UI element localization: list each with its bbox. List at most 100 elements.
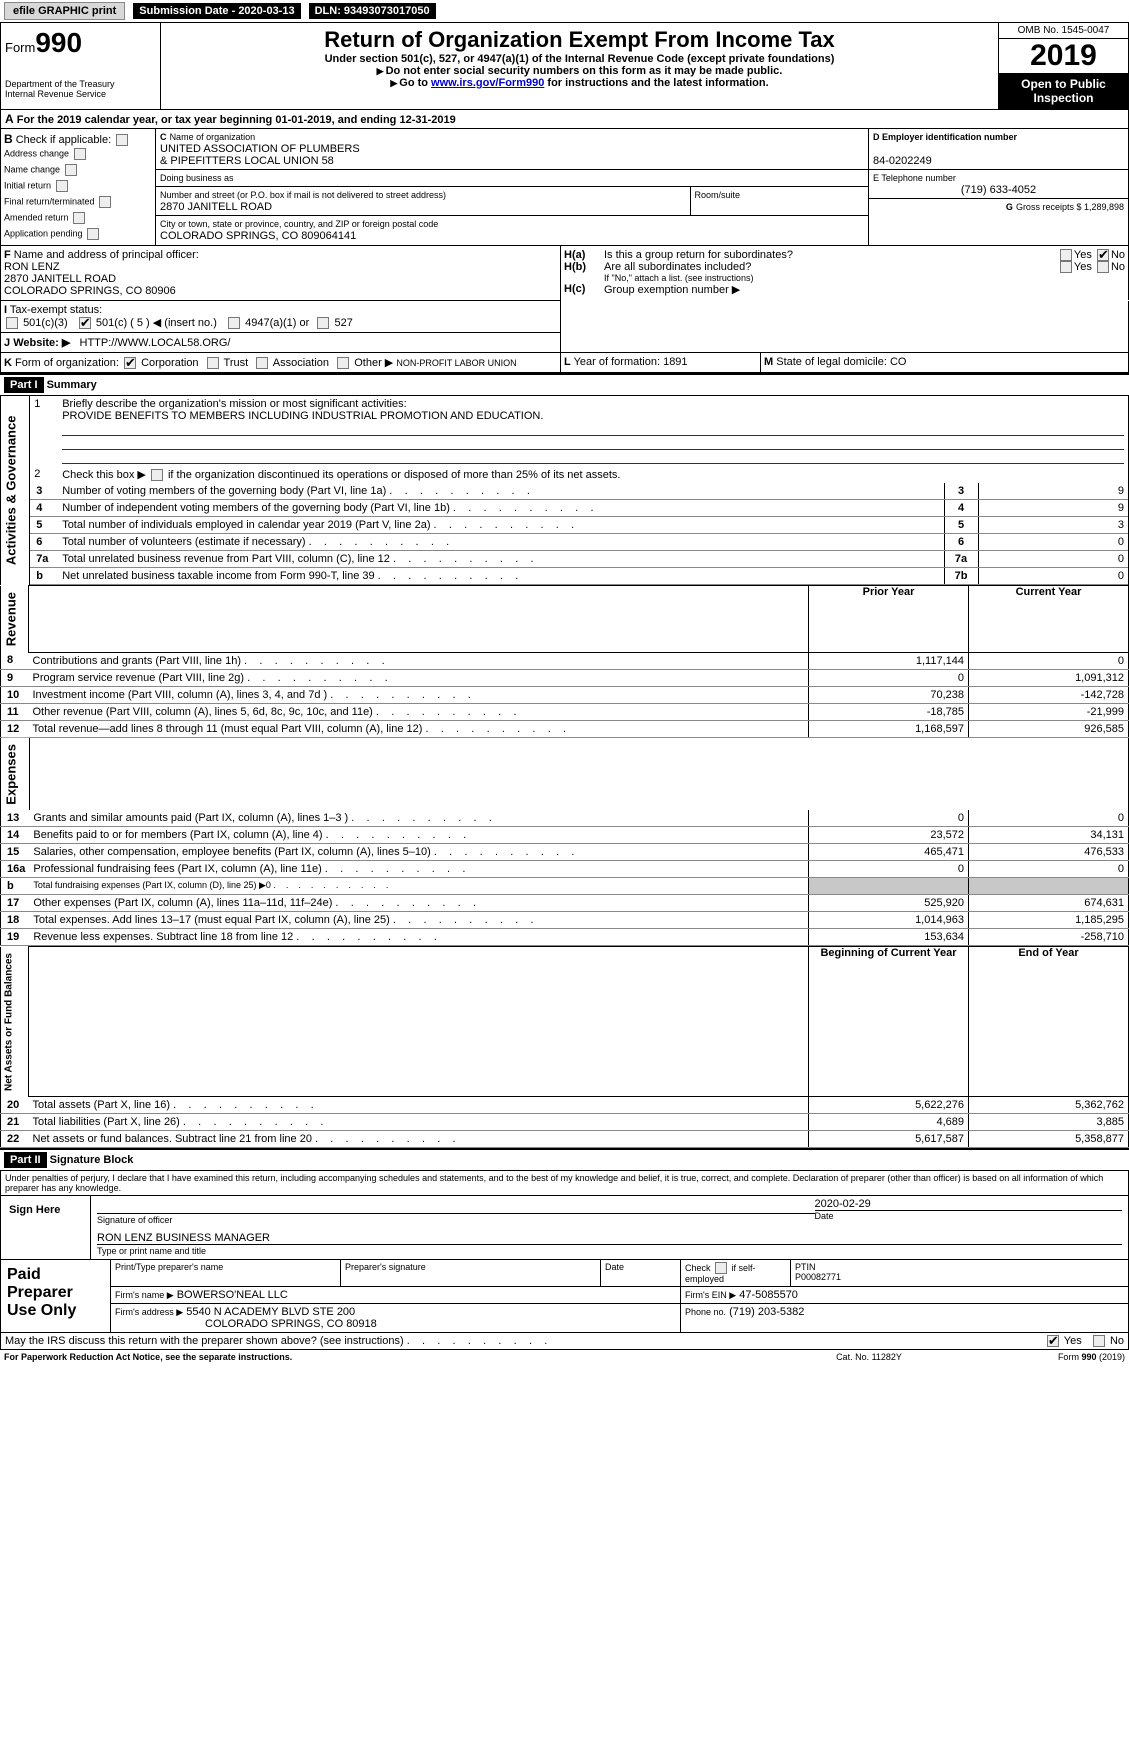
date-label: Date <box>815 1210 1123 1221</box>
state-domicile: State of legal domicile: CO <box>776 356 906 368</box>
cb-assoc[interactable] <box>256 357 268 369</box>
cb-item[interactable] <box>65 164 77 176</box>
phone-value: (719) 633-4052 <box>873 184 1124 196</box>
cal-pre: For the 2019 calendar year, or tax year … <box>17 114 276 126</box>
opt-assoc: Association <box>273 357 329 369</box>
col-end: End of Year <box>969 947 1129 1097</box>
financial-row: 13 Grants and similar amounts paid (Part… <box>1 810 1129 827</box>
hb-yes: Yes <box>1074 261 1092 273</box>
dln-number: DLN: 93493073017050 <box>309 3 436 19</box>
sign-here-label: Sign Here <box>1 1196 91 1260</box>
form-number: 990 <box>35 27 82 58</box>
form-footer: Form 990 (2019) <box>1058 1352 1125 1362</box>
summary-row: 7a Total unrelated business revenue from… <box>30 551 1128 568</box>
paid-preparer-label: Paid Preparer Use Only <box>1 1260 111 1333</box>
firm-ein-label: Firm's EIN ▶ <box>685 1290 736 1300</box>
pra-notice: For Paperwork Reduction Act Notice, see … <box>0 1350 769 1364</box>
city-value: COLORADO SPRINGS, CO 809064141 <box>160 230 356 242</box>
financial-row: 12 Total revenue—add lines 8 through 11 … <box>1 720 1129 737</box>
opt-4947: 4947(a)(1) or <box>245 317 309 329</box>
financial-row: 22 Net assets or fund balances. Subtract… <box>1 1131 1129 1148</box>
cb-501c3[interactable] <box>6 317 18 329</box>
label-m: M <box>764 356 773 368</box>
financial-row: 11 Other revenue (Part VIII, column (A),… <box>1 703 1129 720</box>
cb-item[interactable] <box>87 228 99 240</box>
form-header: Form990 Department of the Treasury Inter… <box>0 22 1129 110</box>
preparer-sig-label: Preparer's signature <box>341 1260 601 1287</box>
ein-value: 84-0202249 <box>873 155 932 167</box>
form-subtitle: Under section 501(c), 527, or 4947(a)(1)… <box>165 53 994 65</box>
cb-4947[interactable] <box>228 317 240 329</box>
hb-no: No <box>1111 261 1125 273</box>
cb-trust[interactable] <box>207 357 219 369</box>
tax-year: 2019 <box>1030 39 1097 72</box>
status-block: I Tax-exempt status: 501(c)(3) 501(c) ( … <box>0 300 1129 352</box>
net-section: Net Assets or Fund Balances Beginning of… <box>0 946 1129 1148</box>
omb-number: OMB No. 1545-0047 <box>999 23 1128 39</box>
cb-hb-yes[interactable] <box>1060 261 1072 273</box>
financial-row: b Total fundraising expenses (Part IX, c… <box>1 878 1129 895</box>
cb-hb-no[interactable] <box>1097 261 1109 273</box>
label-hc: H(c) <box>564 283 604 296</box>
cb-discontinued[interactable] <box>151 469 163 481</box>
hc-text: Group exemption number ▶ <box>604 283 1125 296</box>
col-prior: Prior Year <box>809 586 969 652</box>
hb-note: If "No," attach a list. (see instruction… <box>604 273 1125 283</box>
financial-row: 21 Total liabilities (Part X, line 26) 4… <box>1 1114 1129 1131</box>
label-k: K <box>4 357 12 369</box>
cb-527[interactable] <box>317 317 329 329</box>
cb-other[interactable] <box>337 357 349 369</box>
revenue-section: Revenue Prior Year Current Year 8 Contri… <box>0 585 1129 737</box>
financial-row: 20 Total assets (Part X, line 16) 5,622,… <box>1 1097 1129 1114</box>
vlabel-activities: Activities & Governance <box>1 396 30 585</box>
irs-link[interactable]: www.irs.gov/Form990 <box>431 77 544 89</box>
officer-name: RON LENZ <box>4 261 60 273</box>
cb-ha-no[interactable] <box>1097 249 1109 261</box>
year-formation: Year of formation: 1891 <box>574 356 688 368</box>
cb-item[interactable] <box>99 196 111 208</box>
footer-row: For Paperwork Reduction Act Notice, see … <box>0 1350 1129 1364</box>
line2-text: Check this box ▶ if the organization dis… <box>62 469 620 481</box>
cb-applicable[interactable] <box>116 134 128 146</box>
cb-self-employed[interactable] <box>715 1262 727 1274</box>
cb-ha-yes[interactable] <box>1060 249 1072 261</box>
line1-num: 1 <box>30 396 58 466</box>
cal-end: 12-31-2019 <box>399 114 455 126</box>
cb-501c[interactable] <box>79 317 91 329</box>
checkbox-row: Address change <box>4 146 152 162</box>
checkbox-row: Final return/terminated <box>4 194 152 210</box>
efile-print-button[interactable]: efile GRAPHIC print <box>4 2 125 20</box>
label-c: C <box>160 132 167 142</box>
cb-discuss-no[interactable] <box>1093 1335 1105 1347</box>
label-i: I <box>4 304 7 316</box>
cb-corp[interactable] <box>124 357 136 369</box>
cb-item[interactable] <box>74 148 86 160</box>
discuss-yes: Yes <box>1064 1335 1082 1347</box>
cb-discuss-yes[interactable] <box>1047 1335 1059 1347</box>
opt-527: 527 <box>334 317 352 329</box>
summary-row: 6 Total number of volunteers (estimate i… <box>30 534 1128 551</box>
org-name-1: UNITED ASSOCIATION OF PLUMBERS <box>160 143 360 155</box>
checkbox-row: Amended return <box>4 210 152 226</box>
part1-title: Summary <box>47 379 97 391</box>
ha-yes: Yes <box>1074 249 1092 261</box>
perjury-text: Under penalties of perjury, I declare th… <box>0 1171 1129 1195</box>
financial-row: 18 Total expenses. Add lines 13–17 (must… <box>1 912 1129 929</box>
officer-addr1: 2870 JANITELL ROAD <box>4 273 116 285</box>
officer-block: F Name and address of principal officer:… <box>0 245 1129 300</box>
signer-name-title: RON LENZ BUSINESS MANAGER <box>97 1232 1122 1245</box>
entity-block: B Check if applicable: Address change Na… <box>0 129 1129 245</box>
street-label: Number and street (or P.O. box if mail i… <box>160 190 446 200</box>
cb-item[interactable] <box>56 180 68 192</box>
label-a: A <box>5 112 14 126</box>
check-if-applicable: Check if applicable: <box>16 134 111 146</box>
firm-ein: 47-5085570 <box>739 1289 798 1301</box>
submission-date: Submission Date - 2020-03-13 <box>133 3 300 19</box>
form-title: Return of Organization Exempt From Incom… <box>165 27 994 53</box>
expense-section: Expenses 13 Grants and similar amounts p… <box>0 738 1129 947</box>
ha-no: No <box>1111 249 1125 261</box>
firm-name: BOWERSO'NEAL LLC <box>177 1289 288 1301</box>
discuss-row: May the IRS discuss this return with the… <box>0 1333 1129 1350</box>
irs-label: Internal Revenue Service <box>5 89 156 99</box>
cb-item[interactable] <box>73 212 85 224</box>
